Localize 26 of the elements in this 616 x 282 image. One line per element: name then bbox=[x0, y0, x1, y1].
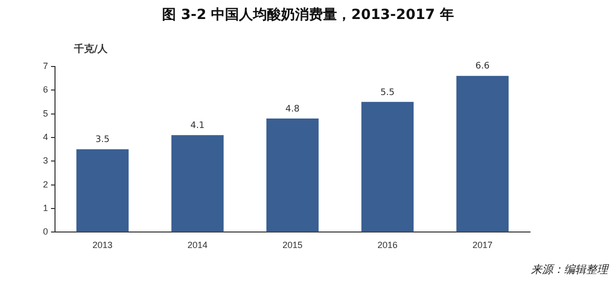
data-label: 5.5 bbox=[380, 88, 395, 98]
chart-title: 图 3-2 中国人均酸奶消费量，2013-2017 年 bbox=[161, 6, 455, 24]
data-label: 3.5 bbox=[95, 135, 110, 146]
y-axis-title: 千克/人 bbox=[74, 42, 108, 56]
bar bbox=[171, 135, 224, 232]
data-label: 4.8 bbox=[285, 104, 300, 114]
data-label: 6.6 bbox=[475, 62, 490, 72]
x-tick-label: 2014 bbox=[187, 240, 208, 250]
y-tick-label: 3 bbox=[42, 156, 48, 166]
bar bbox=[266, 118, 319, 232]
bar bbox=[456, 76, 509, 232]
y-tick-label: 1 bbox=[42, 203, 48, 213]
y-tick-label: 0 bbox=[42, 226, 48, 237]
data-label: 4.1 bbox=[190, 120, 205, 131]
y-tick-label: 7 bbox=[42, 60, 48, 71]
x-tick-label: 2013 bbox=[92, 240, 113, 250]
x-tick-label: 2015 bbox=[282, 240, 303, 250]
source-note: 来源：编辑整理 bbox=[531, 262, 608, 277]
x-tick-label: 2017 bbox=[472, 240, 493, 250]
y-tick-label: 2 bbox=[42, 179, 48, 190]
bar bbox=[76, 149, 129, 232]
y-tick-label: 4 bbox=[42, 132, 48, 142]
x-tick-label: 2016 bbox=[377, 240, 398, 250]
y-tick-label: 5 bbox=[42, 108, 48, 118]
y-tick-label: 6 bbox=[42, 84, 48, 95]
bar bbox=[361, 102, 414, 232]
